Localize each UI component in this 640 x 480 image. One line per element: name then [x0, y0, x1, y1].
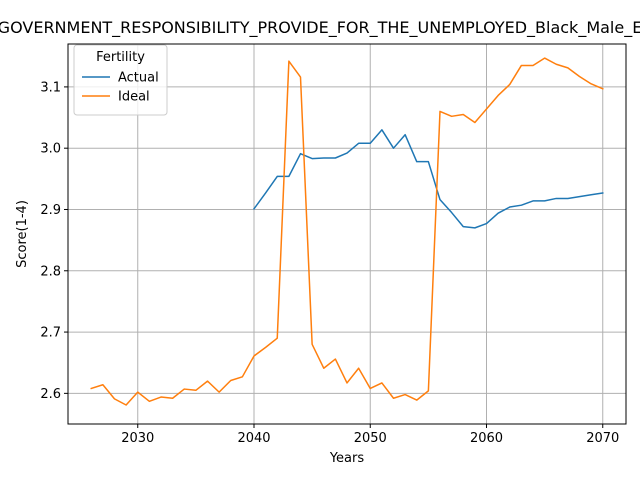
x-tick-label: 2040 — [237, 431, 270, 446]
x-tick-label: 2030 — [121, 431, 154, 446]
legend-title: Fertility — [96, 50, 145, 65]
legend-label-ideal: Ideal — [118, 90, 150, 105]
y-axis-label: Score(1-4) — [15, 200, 30, 268]
x-axis-label: Years — [329, 451, 365, 466]
x-tick-label: 2050 — [354, 431, 387, 446]
x-tick-label: 2060 — [470, 431, 503, 446]
y-tick-label: 3.1 — [40, 80, 61, 95]
y-tick-label: 2.6 — [40, 387, 61, 402]
y-tick-label: 2.8 — [40, 264, 61, 279]
y-tick-label: 2.7 — [40, 326, 61, 341]
y-tick-label: 2.9 — [40, 203, 61, 218]
legend-label-actual: Actual — [118, 71, 159, 86]
x-tick-label: 2070 — [586, 431, 619, 446]
legend: Fertility Actual Ideal — [74, 45, 167, 115]
y-tick-label: 3.0 — [40, 142, 61, 157]
chart-title: GOVERNMENT_RESPONSIBILITY_PROVIDE_FOR_TH… — [0, 18, 640, 38]
